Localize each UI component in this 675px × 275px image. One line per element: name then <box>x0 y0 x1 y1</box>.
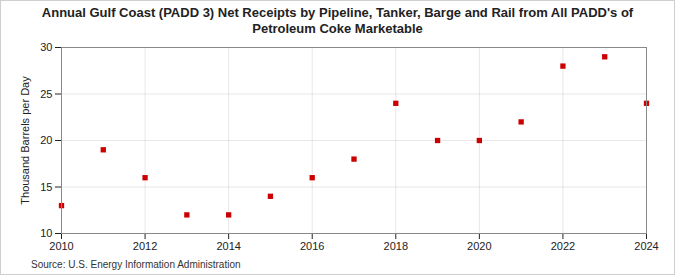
svg-text:15: 15 <box>40 181 52 193</box>
svg-text:2012: 2012 <box>133 240 157 252</box>
svg-text:2018: 2018 <box>384 240 408 252</box>
svg-text:2022: 2022 <box>551 240 575 252</box>
svg-text:30: 30 <box>40 41 52 53</box>
svg-text:10: 10 <box>40 227 52 239</box>
html-text:Source: U.S. Energy Informatio: Source: U.S. Energy Information Administ… <box>31 259 241 270</box>
svg-text:2014: 2014 <box>216 240 240 252</box>
svg-text:2016: 2016 <box>300 240 324 252</box>
svg-text:Thousand Barrels per Day: Thousand Barrels per Day <box>19 76 31 205</box>
svg-text:2024: 2024 <box>634 240 658 252</box>
svg-text:25: 25 <box>40 88 52 100</box>
svg-text:20: 20 <box>40 134 52 146</box>
svg-text:2010: 2010 <box>49 240 73 252</box>
svg-text:2020: 2020 <box>467 240 491 252</box>
html-text:Annual Gulf Coast (PADD 3) Net: Annual Gulf Coast (PADD 3) Net Receipts … <box>41 5 634 36</box>
